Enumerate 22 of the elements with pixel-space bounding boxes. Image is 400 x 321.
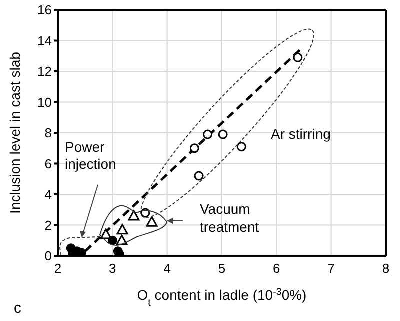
x-tick-label: 4 [164,261,171,276]
y-tick-label: 8 [44,126,52,141]
y-tick-label: 14 [38,33,52,48]
y-tick-label: 10 [38,94,52,110]
x-axis-title: O$_{t}$ content in ladle (10$^{-3}$0%) [137,286,307,308]
x-tick-label: 6 [273,261,280,276]
x-tick-label: 5 [218,261,226,276]
x-tick-label: 7 [328,261,335,276]
annotation: Ar stirring [271,126,331,142]
y-tick-label: 6 [44,156,52,172]
annotation: Vacuum treatment [200,201,260,235]
y-tick-label: 12 [38,64,52,80]
y-tick-label: 0 [44,248,52,264]
x-tick-label: 8 [382,261,390,276]
annotation: Power injection [65,139,116,172]
y-tick-label: 4 [44,187,52,202]
y-tick-label: 16 [38,2,52,18]
x-tick-label: 2 [54,261,62,276]
text: c [14,300,22,317]
x-tick-label: 3 [109,261,116,276]
y-tick-label: 2 [44,218,52,233]
y-axis-title: Inclusion level in cast slab [7,52,23,214]
